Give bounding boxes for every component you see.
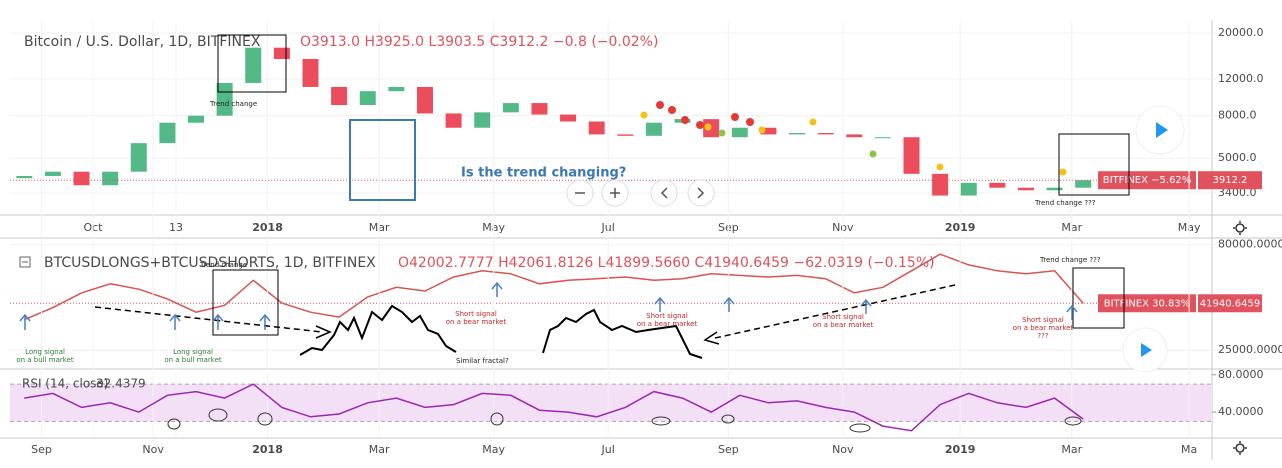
candle-body — [416, 86, 433, 114]
candle-body — [44, 171, 61, 176]
price-tag — [1198, 294, 1262, 313]
y-tick-label: 40.0000 — [1218, 405, 1264, 418]
candle-body — [846, 134, 863, 138]
candle-body — [130, 143, 147, 172]
candle-body — [1075, 180, 1092, 188]
annotation: Long signal — [173, 348, 213, 356]
annotation: ??? — [1037, 332, 1048, 340]
candle-body — [874, 137, 891, 139]
candle-body — [102, 171, 119, 186]
pane-title: BTCUSDLONGS+BTCUSDSHORTS, 1D, BITFINEX — [44, 255, 376, 271]
ohlc-legend: O3913.0 H3925.0 L3903.5 C3912.2 −0.8 (−0… — [300, 34, 658, 50]
annotation: Is the trend changing? — [461, 166, 626, 181]
x-tick-label: May — [482, 443, 505, 456]
y-tick-label: 12000.0 — [1218, 72, 1264, 85]
annotation: Short signal — [646, 312, 688, 320]
x-tick-label: Jul — [600, 443, 614, 456]
y-tick-label: 5000.0 — [1218, 151, 1257, 164]
annotation: on a bull market — [164, 356, 222, 364]
candle-body — [1046, 187, 1063, 191]
candle-body — [531, 103, 548, 115]
candle-body — [359, 91, 376, 106]
scroll-right-button[interactable] — [687, 179, 715, 207]
series-line — [24, 383, 1084, 432]
candle-body — [331, 86, 348, 106]
annotation: Short signal — [822, 313, 864, 321]
candle-body — [73, 171, 90, 186]
x-tick-label: Mar — [1061, 443, 1082, 456]
candle-body — [474, 112, 491, 128]
x-tick-label: Sep — [31, 443, 52, 456]
candle-body — [216, 82, 233, 116]
last-price: 41940.6459 — [1200, 298, 1260, 309]
annotation: Trend change — [199, 261, 247, 269]
annotation: Similar fractal? — [456, 357, 509, 365]
annotation: Trend change ??? — [1034, 199, 1096, 207]
x-tick-label: 2019 — [945, 443, 976, 456]
candle-body — [760, 127, 777, 135]
x-tick-label: Ma — [1181, 443, 1197, 456]
y-tick-label: 8000.0 — [1218, 109, 1257, 122]
price-badge — [1098, 171, 1196, 190]
annotation: Short signal — [1022, 316, 1064, 324]
candle-body — [617, 134, 634, 136]
drawings — [19, 34, 1130, 433]
ohlc-legend: O42002.7777 H42061.8126 L41899.5660 C419… — [398, 255, 935, 271]
y-tick-label: 20000.0 — [1218, 26, 1264, 39]
candle-body — [817, 133, 834, 135]
annotation: on a bear market — [813, 321, 874, 329]
annotation: Short signal — [455, 310, 497, 318]
zoom-controls — [566, 105, 1247, 455]
price-tag — [1198, 171, 1262, 190]
candle-body — [273, 47, 290, 59]
x-tick-label: Sep — [718, 443, 739, 456]
candle-body — [560, 114, 577, 122]
y-tick-label: 80000.0000 — [1218, 238, 1282, 251]
candle-body — [731, 127, 748, 138]
annotation: on a bear market — [446, 318, 507, 326]
candle-body — [445, 113, 462, 128]
x-tick-label: Nov — [142, 443, 164, 456]
candle-body — [588, 121, 605, 135]
x-tick-label: Nov — [832, 443, 854, 456]
x-tick-label: 2018 — [252, 443, 283, 456]
candle-body — [645, 122, 662, 136]
candle-body — [159, 122, 176, 144]
x-tick-label: Mar — [369, 443, 390, 456]
price-badge — [1098, 294, 1196, 313]
price-badge-label: BITFINEX 30.83% — [1104, 298, 1191, 309]
scroll-left-button[interactable] — [650, 179, 678, 207]
candle-body — [388, 86, 405, 92]
annotation: on a bear market — [637, 320, 698, 328]
annotation: Trend change ??? — [1039, 256, 1101, 264]
series-line — [24, 253, 1084, 321]
last-value: 32.4379 — [96, 377, 146, 391]
candle-body — [903, 137, 920, 174]
candle-body — [245, 47, 262, 83]
annotation: Trend change — [209, 100, 257, 108]
main-title: Bitcoin / U.S. Dollar, 1D, BITFINEX — [24, 34, 261, 50]
annotation: Long signal — [25, 348, 65, 356]
candle-body — [302, 58, 319, 87]
collapse-button[interactable] — [19, 256, 31, 268]
y-tick-label: 25000.0000 — [1218, 343, 1282, 356]
candle-body — [16, 175, 33, 179]
candle-body — [960, 182, 977, 196]
annotation: on a bull market — [16, 356, 74, 364]
candle-body — [789, 133, 806, 135]
candle-body — [502, 103, 519, 113]
candle-body — [1017, 187, 1034, 191]
candle-body — [932, 173, 949, 196]
rsi-band — [10, 384, 1212, 422]
annotation: on a bear market — [1013, 324, 1074, 332]
last-price: 3912.2 — [1213, 175, 1248, 186]
price-badge-label: BITFINEX −5.62% — [1103, 175, 1192, 186]
candle-body — [188, 115, 205, 123]
axes-frame — [0, 20, 1282, 460]
pane-title: RSI (14, close) — [22, 377, 108, 391]
y-tick-label: 80.0000 — [1218, 368, 1264, 381]
candle-body — [989, 182, 1006, 188]
